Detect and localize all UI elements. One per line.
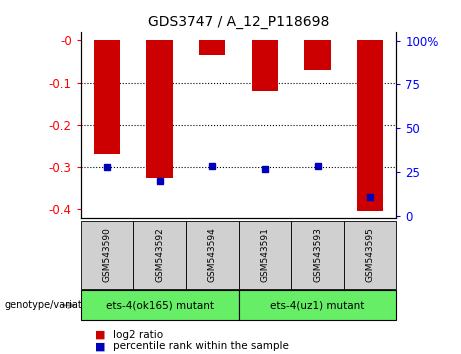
Title: GDS3747 / A_12_P118698: GDS3747 / A_12_P118698 — [148, 16, 329, 29]
Text: ■: ■ — [95, 330, 105, 339]
Text: percentile rank within the sample: percentile rank within the sample — [113, 341, 289, 351]
Text: GSM543591: GSM543591 — [260, 227, 269, 282]
Bar — [199, 40, 225, 55]
Text: log2 ratio: log2 ratio — [113, 330, 163, 339]
Text: GSM543590: GSM543590 — [102, 227, 112, 282]
Text: ets-4(ok165) mutant: ets-4(ok165) mutant — [106, 300, 213, 310]
Text: ets-4(uz1) mutant: ets-4(uz1) mutant — [270, 300, 365, 310]
Bar — [304, 40, 331, 70]
Text: GSM543594: GSM543594 — [208, 228, 217, 282]
Bar — [357, 40, 383, 211]
Text: GSM543592: GSM543592 — [155, 228, 164, 282]
Text: genotype/variation: genotype/variation — [5, 300, 97, 310]
Bar — [94, 40, 120, 154]
Bar — [147, 40, 173, 178]
Text: GSM543593: GSM543593 — [313, 227, 322, 282]
Bar — [252, 40, 278, 91]
Text: GSM543595: GSM543595 — [366, 227, 375, 282]
Text: ■: ■ — [95, 341, 105, 351]
